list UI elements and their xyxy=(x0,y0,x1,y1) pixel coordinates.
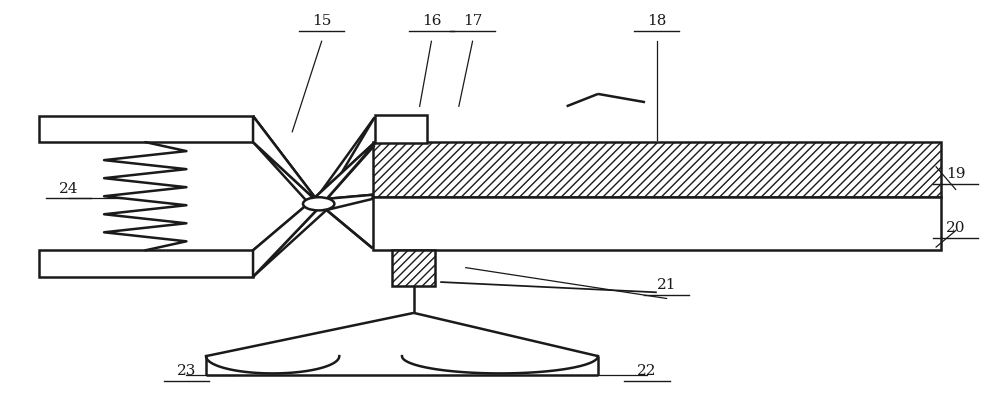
Text: 21: 21 xyxy=(657,278,676,292)
Polygon shape xyxy=(375,116,427,143)
Polygon shape xyxy=(39,250,253,277)
Polygon shape xyxy=(253,116,373,210)
Text: 24: 24 xyxy=(59,181,79,196)
Polygon shape xyxy=(253,142,375,277)
Text: 22: 22 xyxy=(637,364,657,378)
Polygon shape xyxy=(392,250,435,286)
Circle shape xyxy=(303,197,334,210)
Text: 15: 15 xyxy=(312,14,331,28)
Text: 16: 16 xyxy=(422,14,441,28)
Text: 23: 23 xyxy=(177,364,196,378)
Text: 20: 20 xyxy=(946,220,965,235)
Polygon shape xyxy=(39,116,253,142)
Text: 18: 18 xyxy=(647,14,666,28)
Polygon shape xyxy=(373,142,941,197)
Text: 17: 17 xyxy=(463,14,482,28)
Text: 19: 19 xyxy=(946,167,965,181)
Polygon shape xyxy=(373,197,941,250)
